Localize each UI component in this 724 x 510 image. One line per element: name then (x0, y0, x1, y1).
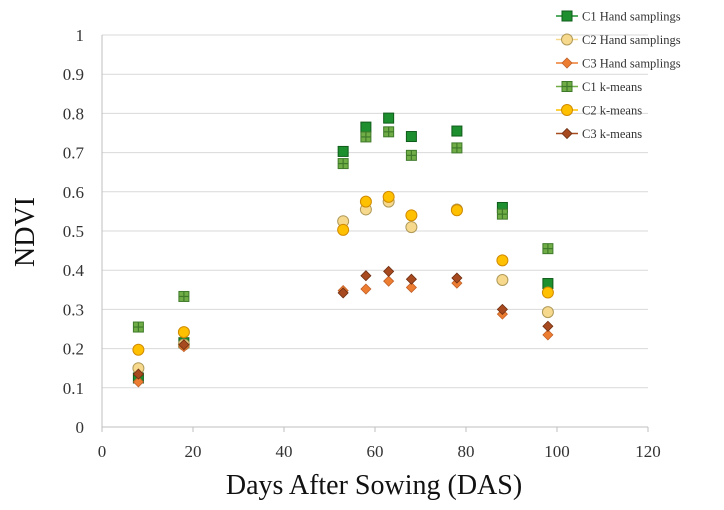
y-tick-label: 0.9 (63, 65, 84, 84)
y-axis-title: NDVI (10, 197, 41, 267)
series-4 (132, 126, 554, 333)
data-point (496, 254, 509, 267)
y-tick-label: 0.2 (63, 340, 84, 359)
data-point (541, 286, 554, 299)
legend-label: C3 k-means (582, 127, 642, 141)
y-tick-label: 0.6 (63, 183, 84, 202)
data-point (405, 273, 417, 285)
data-point (451, 125, 463, 137)
data-series (132, 112, 554, 388)
series-2 (132, 195, 554, 375)
y-tick-label: 1 (76, 26, 85, 45)
x-tick-label: 0 (98, 442, 107, 461)
x-tick-label: 80 (458, 442, 475, 461)
x-tick-label: 40 (276, 442, 293, 461)
series-1 (132, 112, 554, 384)
legend-marker (561, 81, 573, 92)
y-tick-label: 0.1 (63, 379, 84, 398)
y-tick-label: 0 (76, 418, 85, 437)
legend-item: C3 Hand samplings (556, 57, 681, 71)
data-point (405, 221, 418, 234)
data-point (360, 283, 372, 295)
legend-marker (561, 104, 573, 116)
data-point (542, 243, 554, 255)
x-tick-label: 120 (635, 442, 661, 461)
data-point (360, 121, 372, 133)
legend-label: C1 Hand samplings (582, 10, 681, 24)
series-6 (132, 265, 554, 380)
data-point (337, 223, 350, 236)
data-point (337, 145, 349, 157)
legend-label: C1 k-means (582, 80, 642, 94)
y-tick-label: 0.4 (63, 261, 85, 280)
y-tick-label: 0.8 (63, 104, 84, 123)
x-tick-labels: 0 20 40 60 80 100 120 (98, 442, 661, 461)
y-tick-label: 0.5 (63, 222, 84, 241)
data-point (383, 265, 395, 277)
y-tick-labels: 0 0.1 0.2 0.3 0.4 0.5 0.6 0.7 0.8 0.9 1 (63, 26, 85, 437)
legend-item: C2 Hand samplings (556, 33, 681, 47)
x-tick-label: 100 (544, 442, 570, 461)
series-5 (132, 190, 554, 356)
legend-label: C2 k-means (582, 104, 642, 118)
y-tick-label: 0.7 (63, 144, 85, 163)
axes (101, 35, 649, 432)
data-point (383, 112, 395, 124)
data-point (132, 343, 145, 356)
data-point (178, 290, 190, 302)
gridlines (102, 34, 648, 389)
data-point (132, 368, 144, 380)
legend-marker (561, 127, 573, 140)
data-point (383, 275, 395, 287)
x-axis-title: Days After Sowing (DAS) (226, 470, 522, 501)
legend-item: C1 Hand samplings (556, 10, 681, 24)
data-point (177, 326, 190, 339)
legend-label: C3 Hand samplings (582, 57, 681, 71)
legend-item: C1 k-means (556, 80, 642, 94)
legend-marker (561, 10, 573, 22)
data-point (496, 303, 508, 315)
data-point (360, 270, 372, 282)
data-point (405, 149, 417, 161)
data-point (383, 126, 395, 138)
y-tick-label: 0.3 (63, 300, 84, 319)
data-point (132, 376, 144, 388)
data-point (382, 190, 395, 203)
data-point (359, 195, 372, 208)
data-point (496, 208, 508, 220)
data-point (451, 142, 463, 154)
legend-marker (561, 57, 573, 69)
legend-item: C2 k-means (556, 104, 642, 118)
data-point (405, 281, 417, 294)
x-tick-label: 60 (367, 442, 384, 461)
data-point (450, 204, 463, 217)
data-point (178, 339, 190, 351)
data-point (337, 287, 349, 299)
data-point (451, 272, 463, 284)
data-point (496, 274, 509, 286)
data-point (132, 321, 144, 333)
data-point (541, 306, 554, 319)
x-tick-label: 20 (185, 442, 202, 461)
legend-label: C2 Hand samplings (582, 33, 681, 47)
legend-item: C3 k-means (556, 127, 642, 141)
legend-marker (561, 33, 573, 46)
data-point (542, 320, 554, 332)
data-point (360, 131, 372, 143)
legend: C1 Hand samplings C2 Hand samplings C3 Han… (556, 10, 681, 141)
data-point (337, 158, 349, 170)
data-point (542, 329, 554, 341)
data-point (405, 209, 418, 222)
data-point (405, 131, 417, 143)
